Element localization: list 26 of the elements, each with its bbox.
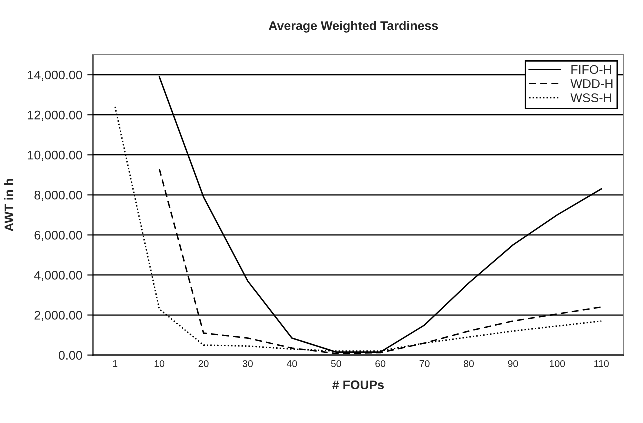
x-tick-label: 100 bbox=[550, 360, 566, 368]
x-tick-label: 20 bbox=[198, 360, 209, 368]
y-tick-label: 4,000.00 bbox=[34, 271, 82, 282]
y-tick-label: 10,000.00 bbox=[28, 150, 82, 162]
y-tick-label: 14,000.00 bbox=[28, 70, 82, 82]
x-tick-label: 30 bbox=[242, 360, 253, 368]
x-tick-label: 110 bbox=[594, 360, 609, 368]
x-tick-label: 60 bbox=[376, 360, 386, 368]
x-tick-label: 90 bbox=[508, 360, 518, 368]
legend-label: FIFO-H bbox=[572, 65, 612, 74]
y-tick-label: 12,000.00 bbox=[28, 110, 82, 122]
legend-label: WSS-H bbox=[570, 94, 612, 102]
y-tick-label: 6,000.00 bbox=[34, 230, 82, 242]
x-tick-label: 80 bbox=[464, 360, 474, 368]
x-tick-label: 50 bbox=[331, 360, 342, 368]
x-tick-label: 70 bbox=[420, 360, 430, 368]
x-tick-label: 40 bbox=[286, 360, 298, 368]
chart-title: Average Weighted Tardiness bbox=[268, 21, 438, 33]
x-axis-title: # FOUPs bbox=[332, 380, 384, 390]
y-tick-label: 2,000.00 bbox=[34, 311, 82, 322]
y-axis-title: AWT in h bbox=[4, 179, 14, 232]
legend-label: WDD-H bbox=[570, 80, 613, 88]
x-tick-label: 10 bbox=[154, 360, 165, 368]
y-tick-label: 0.00 bbox=[58, 351, 82, 360]
y-tick-label: 8,000.00 bbox=[34, 190, 82, 202]
x-tick-label: 1 bbox=[113, 360, 118, 368]
